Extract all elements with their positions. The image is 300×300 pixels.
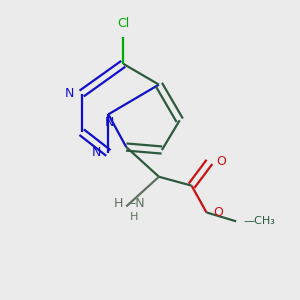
Text: O: O <box>213 206 223 219</box>
Text: H: H <box>130 212 138 222</box>
Text: –N: –N <box>129 197 145 210</box>
Text: —CH₃: —CH₃ <box>244 216 275 226</box>
Text: O: O <box>216 155 226 168</box>
Text: N: N <box>105 116 115 129</box>
Text: N: N <box>65 87 74 100</box>
Text: Cl: Cl <box>117 16 129 30</box>
Text: H: H <box>114 197 123 210</box>
Text: N: N <box>92 146 101 160</box>
